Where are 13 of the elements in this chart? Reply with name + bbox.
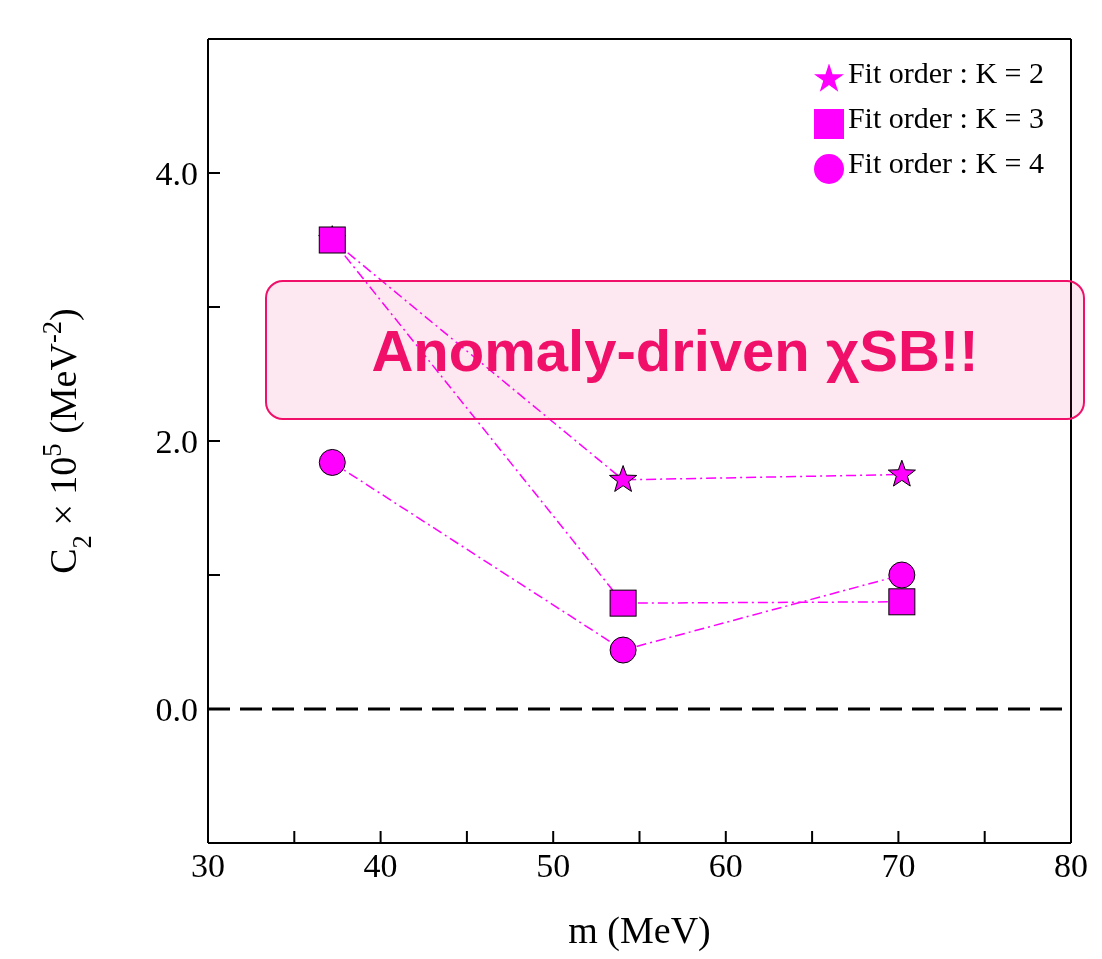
y-tick-label: 0.0 (155, 691, 198, 729)
legend-label: Fit order : K = 4 (847, 146, 1044, 179)
x-tick-label: 30 (191, 847, 225, 885)
x-tick-label: 80 (1054, 847, 1088, 885)
x-axis-title: m (MeV) (568, 909, 711, 952)
y-tick-label: 2.0 (155, 423, 198, 461)
legend-label: Fit order : K = 3 (847, 101, 1044, 134)
x-tick-label: 70 (881, 847, 916, 885)
x-tick-label: 40 (363, 847, 398, 885)
x-tick-label: 60 (708, 847, 743, 885)
x-tick-label: 50 (536, 847, 571, 885)
legend-label: Fit order : K = 2 (847, 56, 1044, 89)
y-tick-label: 4.0 (155, 155, 198, 193)
